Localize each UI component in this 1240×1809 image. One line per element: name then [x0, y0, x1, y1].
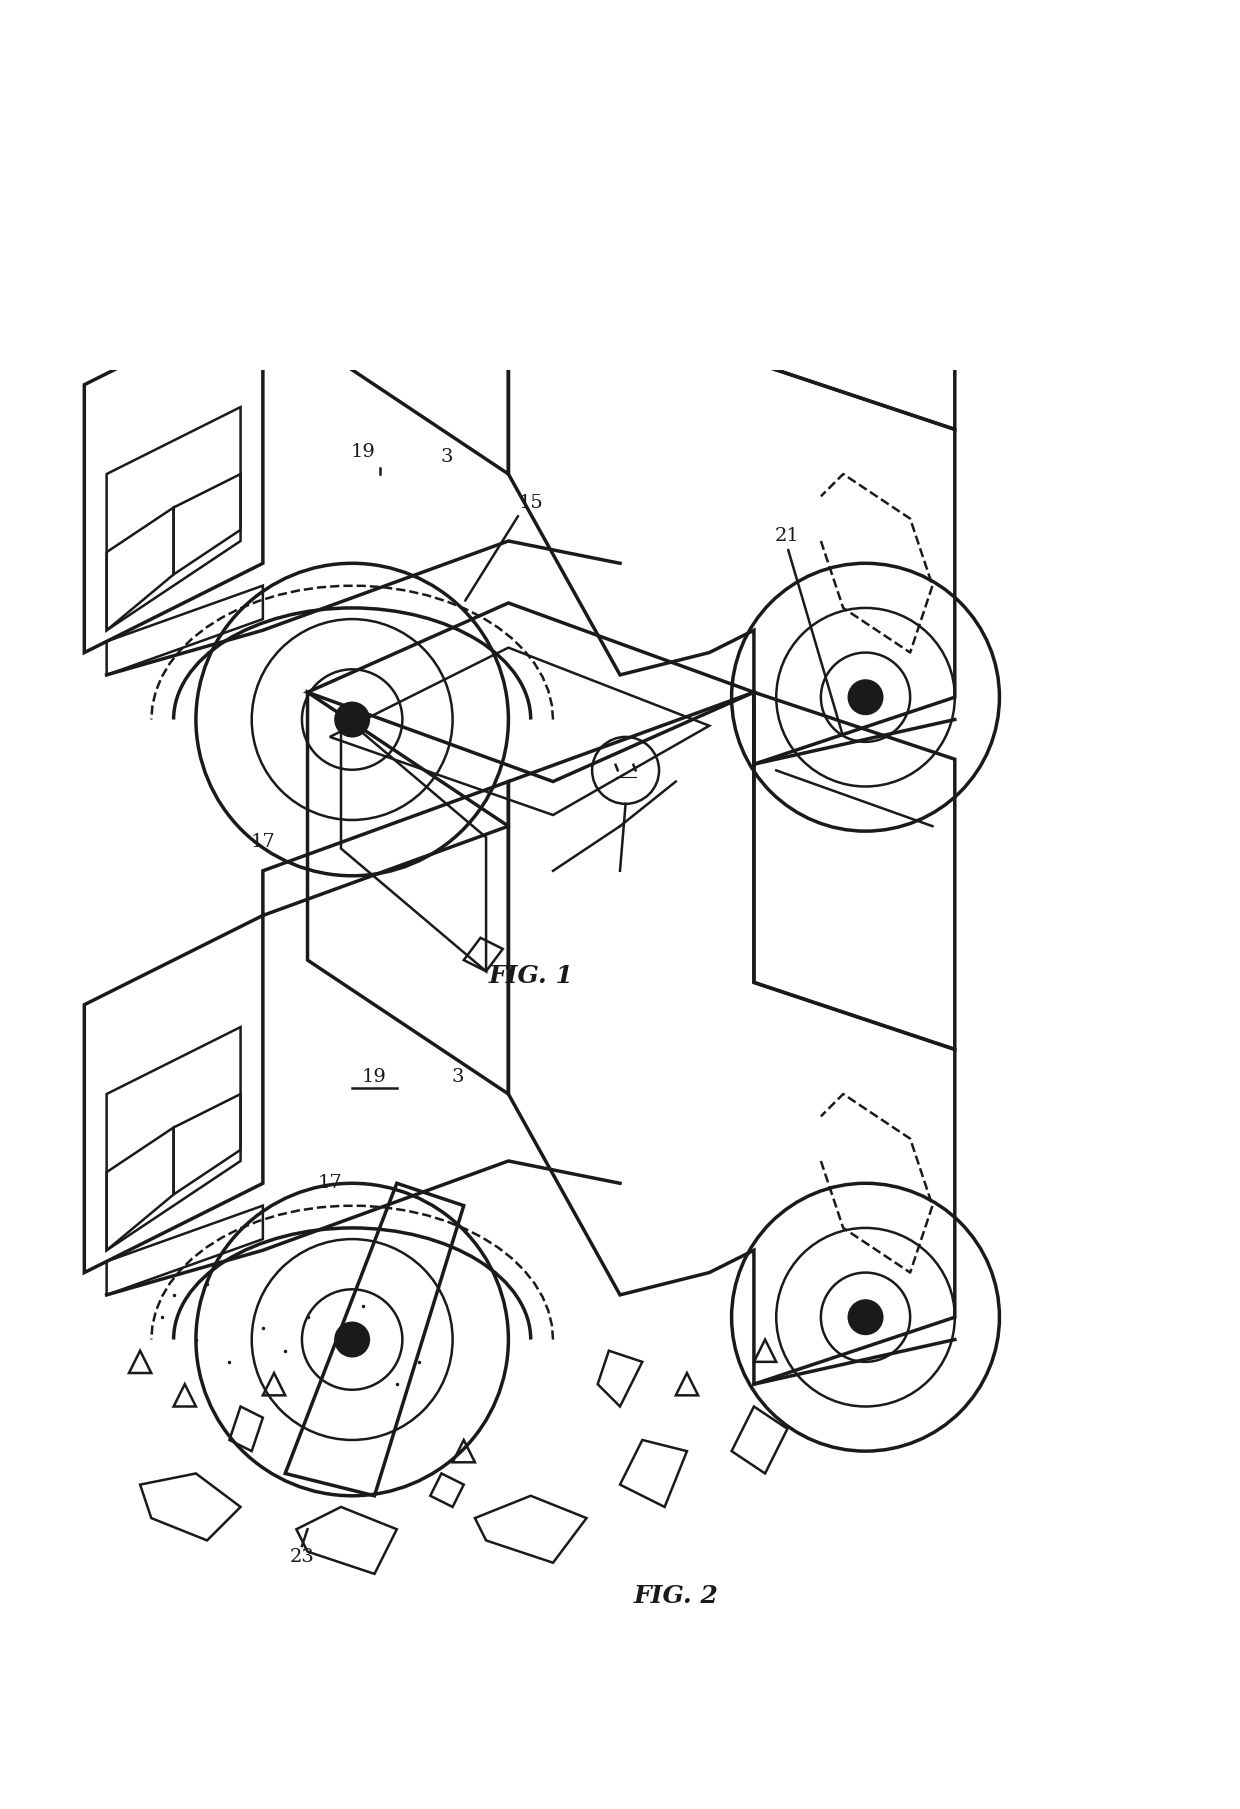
Text: 15: 15 — [518, 494, 543, 512]
Text: 23: 23 — [289, 1549, 315, 1567]
Text: 19: 19 — [362, 1069, 387, 1085]
Text: FIG. 2: FIG. 2 — [634, 1585, 718, 1608]
Text: FIG. 1: FIG. 1 — [489, 964, 573, 988]
Text: 17: 17 — [250, 834, 275, 852]
Circle shape — [849, 680, 883, 715]
Text: 3: 3 — [451, 1069, 465, 1085]
Circle shape — [849, 1301, 883, 1333]
Circle shape — [335, 1322, 370, 1357]
Text: 21: 21 — [775, 526, 800, 545]
Text: 3: 3 — [440, 449, 454, 467]
Text: 19: 19 — [351, 443, 376, 461]
Text: 17: 17 — [317, 1174, 342, 1192]
Circle shape — [335, 702, 370, 736]
